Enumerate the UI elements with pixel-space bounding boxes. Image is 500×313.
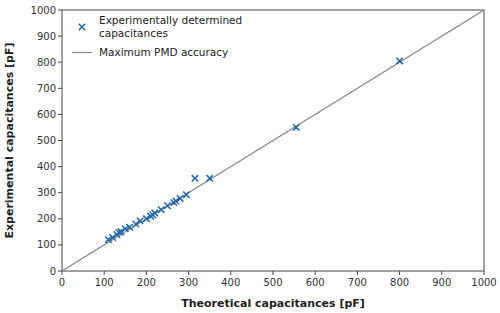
x-tick-label: 800 [390, 277, 409, 288]
y-tick-label: 400 [37, 161, 56, 172]
point [158, 206, 164, 212]
point [177, 195, 183, 201]
x-tick-label: 1000 [471, 277, 496, 288]
y-tick-label: 500 [37, 135, 56, 146]
axes: 0 100 200 300 400 500 600 700 800 900 1000 0 100 200 3… [31, 5, 497, 289]
y-tick [58, 140, 62, 141]
y-tick [58, 62, 62, 63]
y-tick-label: 100 [37, 239, 56, 250]
x-tick-label: 400 [221, 277, 240, 288]
y-tick [58, 88, 62, 89]
x-tick [399, 271, 400, 275]
reference-line [62, 10, 484, 271]
y-tick-label: 0 [50, 266, 56, 277]
point [137, 218, 143, 224]
y-tick [58, 10, 62, 11]
x-tick-label: 100 [95, 277, 114, 288]
chart: 0 100 200 300 400 500 600 700 800 900 1000 0 100 200 3… [0, 0, 500, 313]
x-tick-label: 200 [137, 277, 156, 288]
point [109, 234, 115, 240]
x-tick [484, 271, 485, 275]
x-tick [315, 271, 316, 275]
x-axis-label: Theoretical capacitances [pF] [181, 297, 365, 310]
y-tick-label: 800 [37, 57, 56, 68]
y-tick-label: 700 [37, 83, 56, 94]
legend: Experimentally determinedcapacitances Max… [72, 14, 242, 58]
y-tick [58, 192, 62, 193]
point [293, 124, 299, 130]
y-tick [58, 36, 62, 37]
point [164, 203, 170, 209]
plot-data [62, 10, 484, 271]
point [207, 175, 213, 181]
y-tick [58, 271, 62, 272]
x-tick [104, 271, 105, 275]
y-tick-label: 900 [37, 31, 56, 42]
x-tick [188, 271, 189, 275]
point [118, 229, 124, 235]
point [396, 58, 402, 64]
legend-swatch [72, 52, 92, 53]
x-tick-label: 0 [59, 277, 65, 288]
plot-frame [62, 10, 484, 271]
point [126, 224, 132, 230]
legend-label: Experimentally determinedcapacitances [99, 14, 242, 39]
legend-label: Maximum PMD accuracy [99, 46, 228, 58]
y-tick-label: 200 [37, 213, 56, 224]
x-tick-label: 900 [432, 277, 451, 288]
point [192, 175, 198, 181]
point [133, 221, 139, 227]
x-tick [441, 271, 442, 275]
y-tick [58, 218, 62, 219]
y-tick-label: 300 [37, 187, 56, 198]
legend-swatch [79, 24, 85, 30]
x-tick [146, 271, 147, 275]
x-tick-label: 700 [348, 277, 367, 288]
y-tick-label: 1000 [31, 5, 56, 16]
y-axis-label: Experimental capacitances [pF] [3, 42, 16, 238]
y-tick [58, 166, 62, 167]
y-tick-label: 600 [37, 109, 56, 120]
x-tick [273, 271, 274, 275]
point [152, 210, 158, 216]
x-tick-label: 500 [263, 277, 282, 288]
y-tick [58, 244, 62, 245]
x-tick-label: 300 [179, 277, 198, 288]
y-tick [58, 114, 62, 115]
x-tick [230, 271, 231, 275]
point [183, 192, 189, 198]
x-tick [62, 271, 63, 275]
x-tick-label: 600 [306, 277, 325, 288]
x-tick [357, 271, 358, 275]
